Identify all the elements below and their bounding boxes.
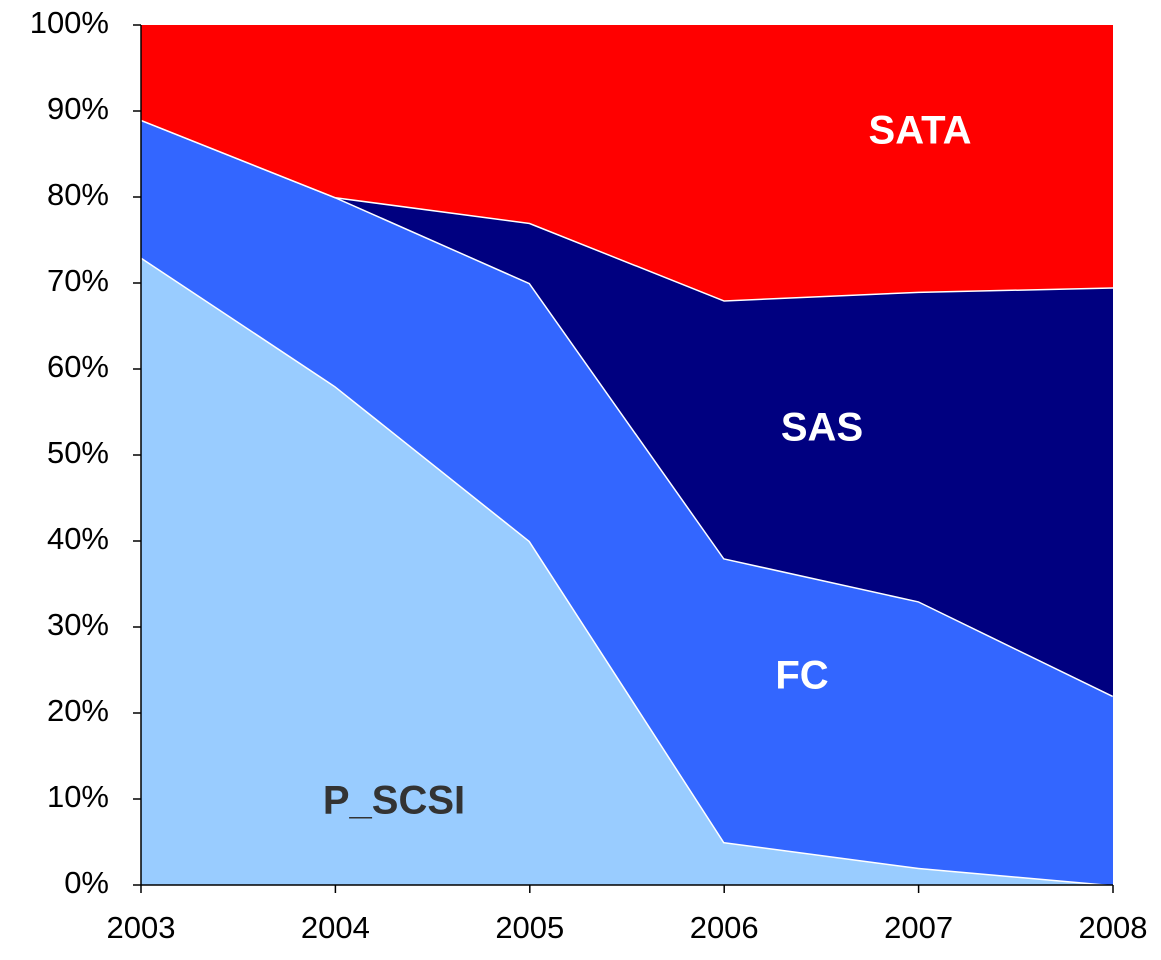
area [141,25,1113,301]
series-label: FC [775,654,828,698]
y-tick-label: 0% [64,865,109,900]
area [141,119,1113,886]
x-tick-label: 2005 [495,910,564,945]
y-tick-label: 50% [47,435,109,470]
y-tick-label: 90% [47,91,109,126]
y-tick-label: 40% [47,521,109,556]
y-tick-label: 60% [47,349,109,384]
x-tick-label: 2007 [884,910,953,945]
series-label: P_SCSI [323,779,465,823]
series-label: SAS [781,406,863,450]
y-tick-label: 100% [30,5,109,40]
y-tick-label: 30% [47,607,109,642]
y-tick-label: 10% [47,779,109,814]
x-tick-label: 2008 [1079,910,1148,945]
y-tick-label: 20% [47,693,109,728]
x-tick-label: 2004 [301,910,370,945]
x-tick-label: 2003 [107,910,176,945]
area [141,257,1113,885]
x-tick-label: 2006 [690,910,759,945]
area [141,119,1113,696]
y-tick-label: 70% [47,263,109,298]
series-label: SATA [869,109,972,153]
y-tick-label: 80% [47,177,109,212]
